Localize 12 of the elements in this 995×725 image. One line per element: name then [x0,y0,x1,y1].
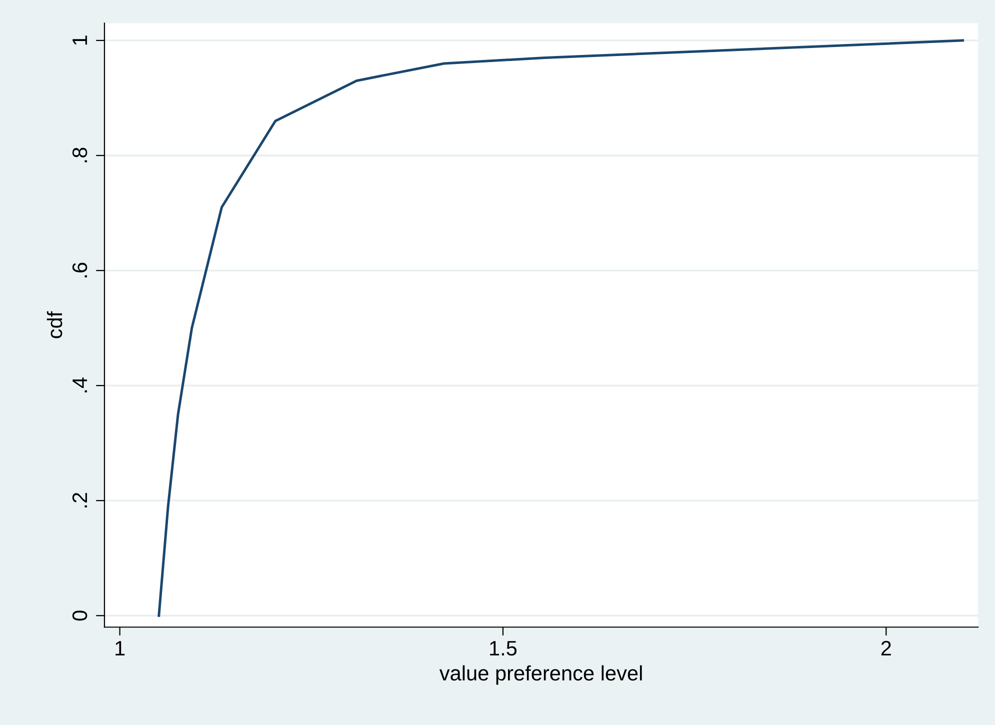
y-tick-label: 0 [72,610,88,621]
y-tick-label: 1 [72,36,87,45]
y-axis-title: cdf [46,311,62,338]
y-tick-label: .4 [72,377,87,392]
x-tick-label: 1 [116,641,125,656]
x-tick-label: 1.5 [490,641,517,656]
x-tick-label: 2 [881,640,891,656]
y-tick-label: .8 [72,148,88,162]
line-series [158,39,964,617]
x-axis-title: value preference level [439,665,642,685]
y-tick-label: .6 [72,262,88,278]
y-tick-label: .2 [72,492,87,508]
